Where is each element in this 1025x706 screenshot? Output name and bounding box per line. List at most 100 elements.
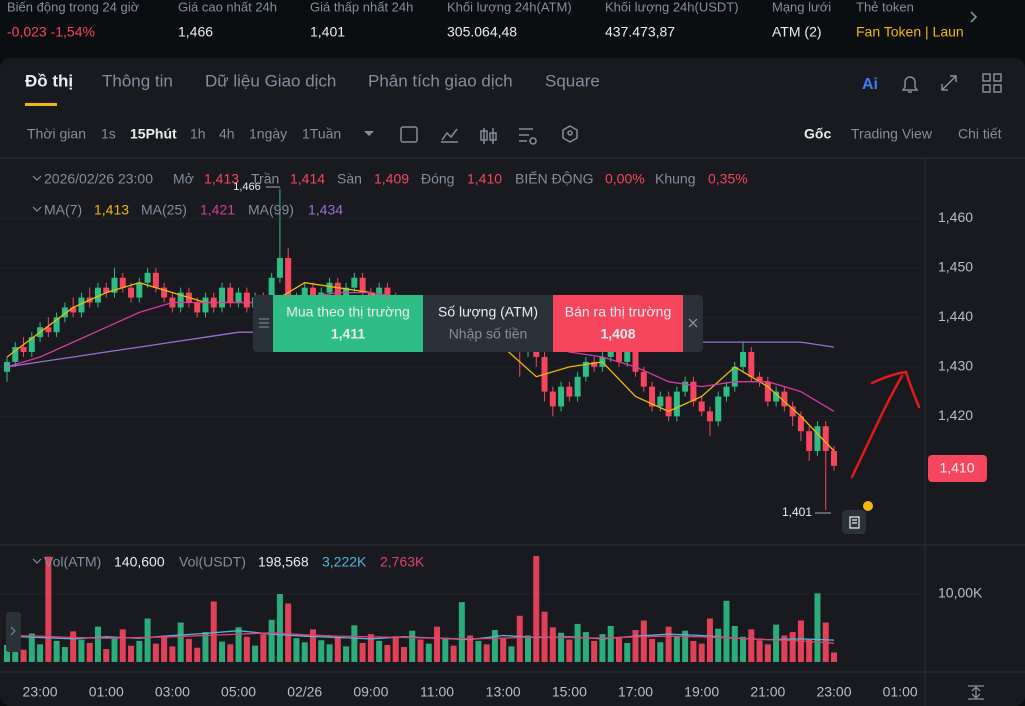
tab[interactable]: Dữ liệu Giao dịch <box>205 71 336 90</box>
legend-value: 1,414 <box>290 171 325 187</box>
candle-body <box>111 277 118 293</box>
volume-bar <box>698 643 705 662</box>
candle-body <box>706 411 713 422</box>
volume-bar <box>177 622 184 662</box>
candle-body <box>682 381 689 392</box>
x-tick-label: 02/26 <box>287 684 322 700</box>
last-price: 1,410 <box>939 460 974 476</box>
volume-bar <box>549 627 556 662</box>
ticker-value: 1,466 <box>178 24 213 40</box>
candle-body <box>243 292 250 308</box>
y-tick-label: 1,450 <box>938 259 973 275</box>
candle-body <box>673 391 680 417</box>
volume-bar <box>740 636 747 662</box>
drag-handle[interactable] <box>259 318 269 328</box>
volume-bar <box>467 635 474 662</box>
interval[interactable]: 1ngày <box>249 126 287 142</box>
close-button[interactable] <box>688 318 698 328</box>
sell-button[interactable] <box>553 295 683 352</box>
note-icon[interactable] <box>842 510 866 534</box>
candle-body <box>144 272 151 283</box>
dropdown-arrow[interactable] <box>364 131 374 136</box>
volume-bar <box>831 652 837 662</box>
scroll-arrow[interactable] <box>970 11 978 23</box>
candle-body <box>715 396 722 422</box>
hex-icon[interactable] <box>562 125 578 143</box>
qty-input[interactable]: Nhập số tiền <box>449 326 528 342</box>
interval[interactable]: 15Phút <box>130 126 177 142</box>
collapse-icons[interactable] <box>32 175 42 564</box>
legend-value: 1,410 <box>467 171 502 187</box>
volume-bar <box>235 627 242 662</box>
view-option[interactable]: Trading View <box>851 126 933 142</box>
calendar-icon[interactable] <box>400 126 418 143</box>
expand-icon[interactable] <box>941 75 957 91</box>
ticker-label: Biến động trong 24 giờ <box>7 0 140 14</box>
volume-bar <box>169 646 176 662</box>
ma-value: 1,434 <box>308 202 343 218</box>
candle-body <box>640 371 647 387</box>
legend-value: 1,413 <box>204 171 239 187</box>
candle-body <box>665 396 672 417</box>
layout-icon[interactable] <box>982 73 1002 93</box>
volume-bar <box>516 615 523 662</box>
volume-bar <box>309 629 316 662</box>
ticker-value: 437.473,87 <box>605 24 675 40</box>
x-tick-label: 17:00 <box>618 684 653 700</box>
candle-body <box>78 297 85 313</box>
volume-bar <box>45 556 52 662</box>
ma-value: 1,421 <box>200 202 235 218</box>
settings-icon[interactable] <box>519 128 537 145</box>
candle-body <box>202 297 209 313</box>
candle-icon[interactable] <box>480 128 497 144</box>
candle-body <box>28 337 35 353</box>
ai-button[interactable]: Ai <box>862 76 878 93</box>
candle-body <box>384 287 391 298</box>
volume-bar <box>119 629 126 662</box>
volume-bar <box>70 631 77 662</box>
interval[interactable]: 1Tuần <box>302 126 341 142</box>
tab[interactable]: Phân tích giao dịch <box>368 71 513 90</box>
sell-price: 1,408 <box>600 326 635 342</box>
x-tick-label: 21:00 <box>750 684 785 700</box>
view-option[interactable]: Chi tiết <box>958 126 1002 142</box>
x-tick-label: 15:00 <box>552 684 587 700</box>
indicator-icon[interactable] <box>441 128 458 143</box>
y-tick-label: 10,00K <box>938 585 983 601</box>
volume-bar <box>806 639 813 662</box>
legend-time: 2026/02/26 23:00 <box>44 171 153 187</box>
buy-button[interactable] <box>273 295 423 352</box>
interval[interactable]: 4h <box>219 126 235 142</box>
volume-bar <box>161 635 168 662</box>
volume-bar <box>194 647 201 662</box>
tab[interactable]: Square <box>545 71 600 90</box>
high-marker: 1,466 <box>233 181 261 193</box>
volume-bar <box>384 644 391 662</box>
volume-bar <box>607 625 614 662</box>
axis-scale-icon[interactable] <box>968 685 984 700</box>
volume-bar <box>748 629 755 662</box>
volume-bar <box>673 636 680 662</box>
tab[interactable]: Đồ thị <box>25 71 73 90</box>
candle-body <box>797 416 804 432</box>
candle-body <box>781 391 788 407</box>
volume-bar <box>301 642 308 662</box>
candle-body <box>615 347 622 362</box>
volume-bar <box>483 644 490 662</box>
candle-body <box>822 426 829 451</box>
volume-bar <box>417 639 424 662</box>
x-tick-label: 05:00 <box>221 684 256 700</box>
interval[interactable]: 1s <box>101 126 116 142</box>
volume-bar <box>400 647 407 662</box>
legend-key: Đóng <box>421 171 454 187</box>
volume-bar <box>202 632 209 662</box>
bell-icon[interactable] <box>901 76 919 93</box>
volume-bar <box>582 632 589 662</box>
volume-bar <box>723 600 730 662</box>
y-tick-label: 1,420 <box>938 407 973 423</box>
volume-bar <box>789 632 796 662</box>
view-option[interactable]: Gốc <box>804 126 831 142</box>
tab[interactable]: Thông tin <box>102 71 173 90</box>
interval[interactable]: 1h <box>190 126 206 142</box>
